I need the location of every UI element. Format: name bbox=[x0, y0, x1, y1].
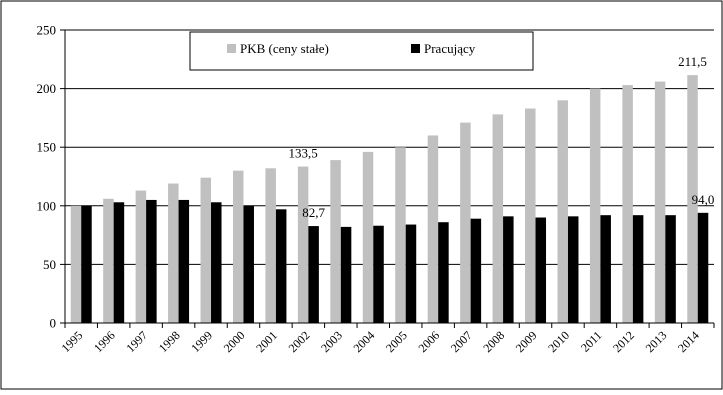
y-tick-label: 50 bbox=[43, 257, 56, 272]
bar-pkb bbox=[362, 151, 374, 323]
legend-label-pkb: PKB (ceny stałe) bbox=[240, 41, 329, 56]
bar-pkb bbox=[557, 100, 568, 323]
bar-pracujacy bbox=[146, 199, 157, 323]
y-tick-label: 150 bbox=[37, 140, 57, 155]
legend-swatch-pracujacy bbox=[411, 44, 420, 53]
y-axis-ticks: 0 50 100 150 200 250 bbox=[37, 23, 65, 331]
bar-pracujacy bbox=[470, 218, 482, 323]
bar-pkb bbox=[687, 75, 698, 323]
bar-pracujacy bbox=[211, 202, 222, 323]
bar-pracujacy bbox=[178, 199, 190, 323]
bar-pracujacy bbox=[567, 216, 579, 323]
bar-pkb bbox=[200, 177, 212, 323]
bar-pkb bbox=[168, 183, 179, 323]
bar-pracujacy bbox=[697, 212, 709, 323]
y-tick-label: 250 bbox=[37, 23, 57, 38]
bar-pkb bbox=[395, 147, 406, 323]
bar-pkb bbox=[135, 190, 147, 323]
bar-pracujacy bbox=[535, 217, 547, 323]
bar-pkb bbox=[589, 88, 601, 323]
legend-swatch-pkb bbox=[227, 44, 236, 53]
bar-pracujacy bbox=[113, 202, 125, 323]
bar-pracujacy bbox=[340, 226, 352, 323]
data-labels: 133,5 82,7 211,5 94,0 bbox=[289, 54, 715, 220]
y-tick-label: 0 bbox=[50, 316, 57, 331]
bar-pkb bbox=[232, 170, 244, 323]
bar-pkb bbox=[297, 166, 309, 323]
y-tick-label: 200 bbox=[37, 81, 57, 96]
bar-pkb bbox=[70, 205, 82, 323]
bar-pkb bbox=[265, 168, 276, 323]
bar-pracujacy bbox=[308, 226, 319, 323]
bar-pkb bbox=[654, 81, 666, 324]
bar-pkb bbox=[103, 198, 114, 323]
legend-box bbox=[189, 31, 534, 71]
legend: PKB (ceny stałe) Pracujący bbox=[189, 31, 534, 71]
bar-pkb bbox=[330, 160, 341, 323]
bar-pkb bbox=[427, 135, 439, 323]
data-label: 133,5 bbox=[289, 146, 318, 161]
bar-pkb bbox=[525, 108, 536, 323]
data-label: 82,7 bbox=[302, 205, 325, 220]
bar-pracujacy bbox=[275, 209, 287, 323]
bar-pracujacy bbox=[632, 215, 644, 323]
bar-pracujacy bbox=[243, 205, 254, 323]
data-label: 94,0 bbox=[692, 192, 715, 207]
bar-pracujacy bbox=[81, 205, 92, 323]
legend-label-pracujacy: Pracujący bbox=[424, 41, 476, 56]
y-tick-label: 100 bbox=[37, 198, 57, 213]
bar-pkb bbox=[492, 114, 504, 323]
bar-pracujacy bbox=[600, 215, 611, 323]
bar-pracujacy bbox=[438, 222, 449, 323]
bar-pkb bbox=[622, 85, 633, 323]
bar-pracujacy bbox=[665, 215, 676, 323]
bar-pkb bbox=[460, 122, 471, 323]
bars-group bbox=[70, 75, 709, 324]
data-label: 211,5 bbox=[678, 54, 707, 69]
bar-pracujacy bbox=[373, 225, 384, 323]
bar-pracujacy bbox=[405, 224, 417, 323]
bar-pracujacy bbox=[503, 216, 514, 323]
